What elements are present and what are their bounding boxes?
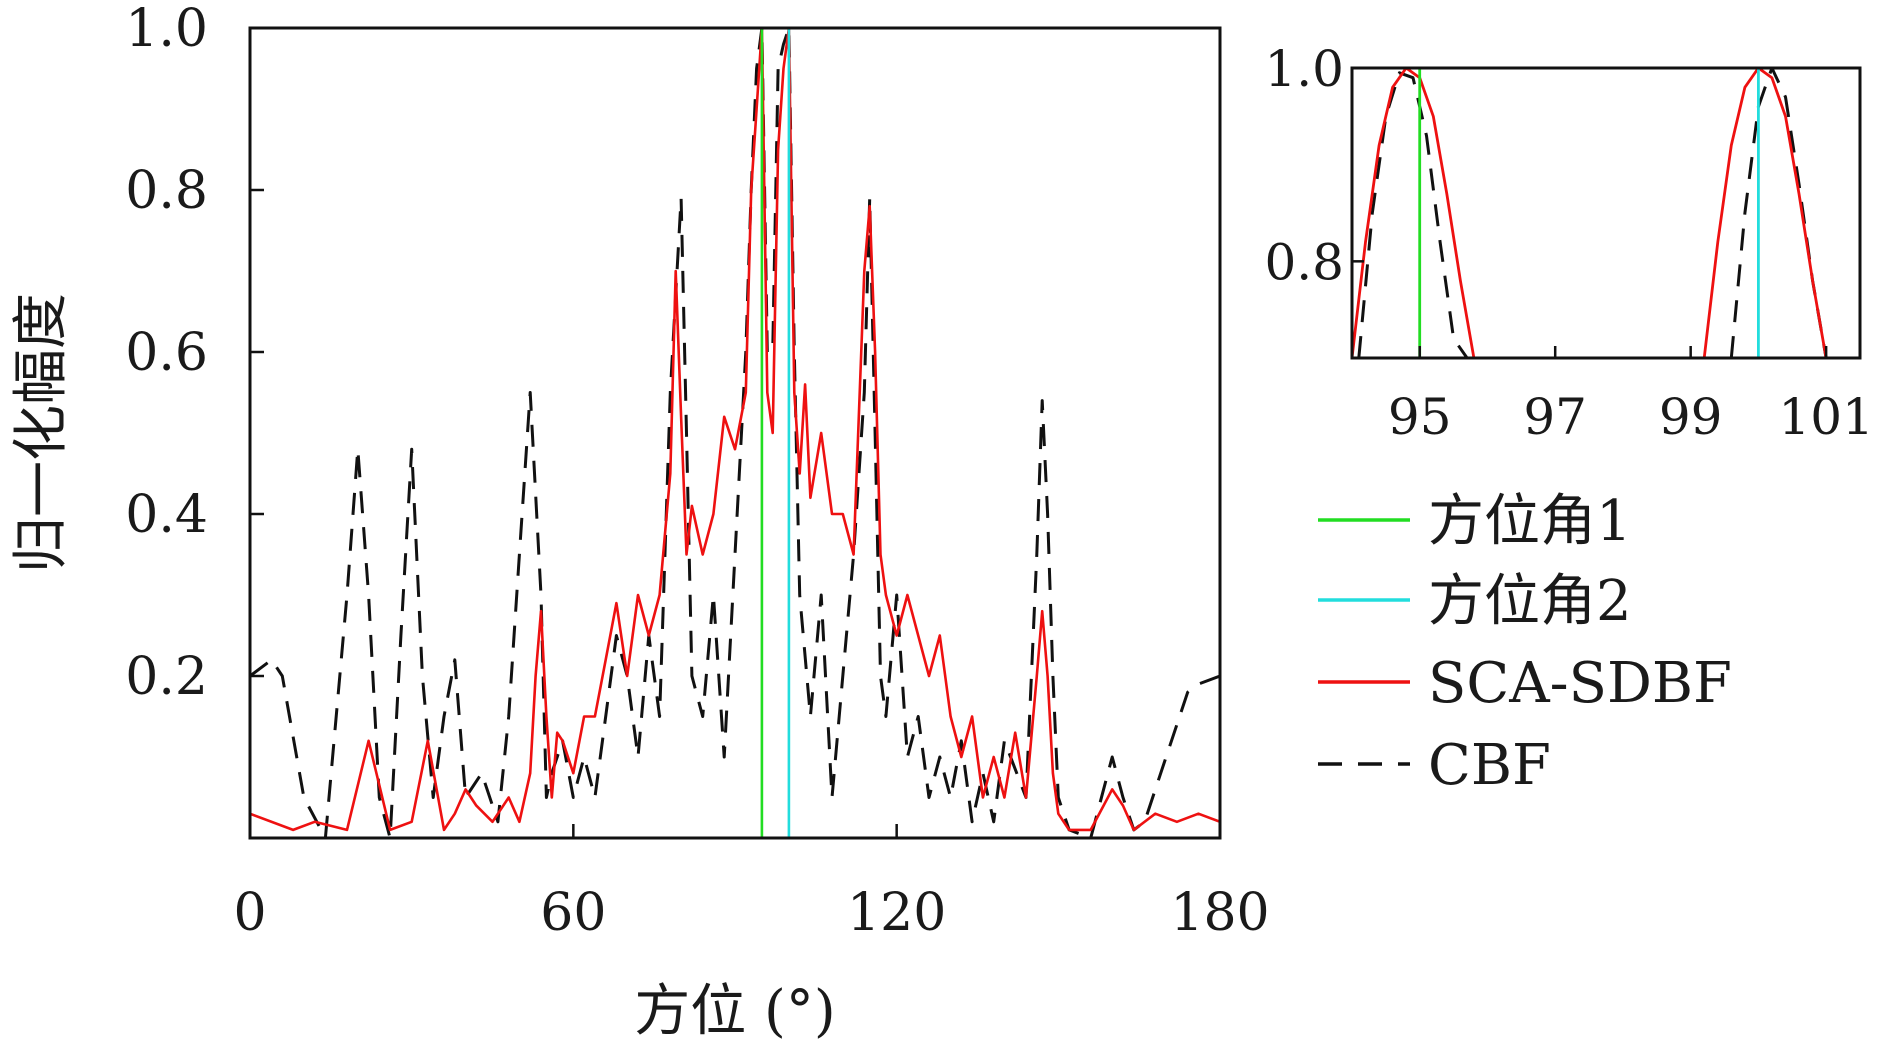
main-x-tick-label-3: 180 (1170, 883, 1269, 943)
inset-series-line-2-1 (1702, 68, 1828, 358)
legend-label-1: 方位角2 (1428, 569, 1632, 634)
inset-series-line-3-0 (1357, 71, 1469, 358)
main-x-tick-label-0: 0 (233, 883, 266, 943)
main-x-tick-label-1: 60 (540, 883, 606, 943)
main-plot-frame (248, 26, 1222, 840)
legend: 方位角1 方位角2 SCA-SDBF CBF (1318, 489, 1732, 798)
inset-x-tick-label-2: 99 (1659, 388, 1723, 446)
main-series-line-2 (250, 28, 1220, 832)
legend-label-3: CBF (1428, 733, 1551, 798)
inset-series (1352, 68, 1828, 358)
inset-x-tick-label-0: 95 (1388, 388, 1452, 446)
main-series-line-3 (250, 28, 1220, 838)
inset-x-tick-label-3: 101 (1778, 388, 1873, 446)
inset-series-line-2-0 (1352, 68, 1476, 358)
legend-label-0: 方位角1 (1428, 489, 1632, 554)
main-y-tick-label-2: 0.6 (125, 323, 208, 383)
main-y-tick-label-1: 0.4 (125, 485, 208, 545)
inset-y-tick-label-0: 0.8 (1264, 233, 1344, 291)
inset-series-line-3-1 (1729, 68, 1828, 358)
x-axis-label: 方位 (°) (634, 979, 836, 1044)
inset-x-tick-label-1: 97 (1523, 388, 1587, 446)
main-y-tick-label-0: 0.2 (125, 647, 208, 707)
inset-plot-frame (1350, 66, 1862, 360)
inset-plot: 0.8 1.0 95 97 99 101 (1264, 40, 1873, 446)
legend-label-2: SCA-SDBF (1428, 651, 1732, 716)
inset-y-tick-label-1: 1.0 (1264, 40, 1344, 98)
main-series (250, 28, 1220, 838)
main-plot: 0.2 0.4 0.6 0.8 1.0 0 60 120 180 方位 (°) 归一化幅度 (9, 0, 1270, 1044)
main-y-tick-label-4: 1.0 (125, 0, 208, 59)
y-axis-label: 归一化幅度 (9, 293, 74, 573)
main-y-tick-label-3: 0.8 (125, 161, 208, 221)
main-x-tick-label-2: 120 (847, 883, 946, 943)
